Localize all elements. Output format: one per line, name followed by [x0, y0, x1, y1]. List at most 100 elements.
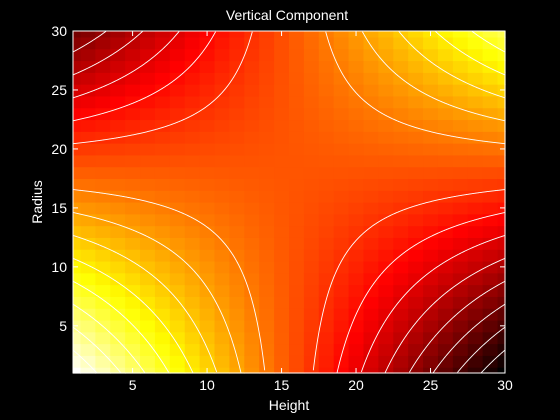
heatmap-cell: [274, 319, 290, 333]
heatmap-cell: [348, 154, 365, 168]
heatmap-cell: [289, 272, 305, 286]
heatmap-cell: [274, 190, 290, 203]
heatmap-cell: [333, 355, 350, 368]
heatmap-cell: [274, 249, 290, 262]
heatmap-cell: [73, 355, 82, 368]
heatmap-cell: [348, 48, 365, 62]
heatmap-cell: [154, 60, 171, 73]
heatmap-cell: [199, 72, 216, 85]
heatmap-cell: [154, 225, 171, 238]
heatmap-cell: [318, 296, 335, 309]
heatmap-cell: [110, 237, 126, 250]
heatmap-cell: [140, 60, 156, 73]
heatmap-cell: [140, 296, 156, 309]
heatmap-cell: [437, 119, 454, 132]
heatmap-cell: [184, 154, 201, 168]
heatmap-cell: [140, 331, 156, 345]
heatmap-cell: [423, 308, 439, 321]
heatmap-cell: [482, 107, 499, 121]
heatmap-cell: [244, 319, 260, 333]
heatmap-cell: [95, 308, 111, 321]
heatmap-cell: [95, 202, 111, 215]
heatmap-cell: [229, 355, 245, 368]
heatmap-cell: [408, 319, 424, 333]
heatmap-cell: [140, 237, 156, 250]
heatmap-cell: [244, 31, 260, 38]
heatmap-cell: [244, 343, 260, 356]
heatmap-cell: [229, 154, 245, 168]
heatmap-cell: [125, 260, 141, 274]
heatmap-cell: [467, 95, 484, 109]
heatmap-cell: [393, 319, 409, 333]
heatmap-cell: [110, 272, 126, 286]
heatmap-cell: [125, 225, 141, 238]
heatmap-cell: [408, 143, 424, 156]
heatmap-cell: [333, 107, 350, 121]
heatmap-cell: [229, 107, 245, 121]
heatmap-cell: [80, 95, 96, 109]
heatmap-cell: [378, 249, 394, 262]
heatmap-cell: [482, 119, 499, 132]
heatmap-cell: [437, 331, 454, 345]
heatmap-cell: [333, 284, 350, 297]
heatmap-cell: [169, 331, 186, 345]
y-tick-label: 5: [59, 318, 67, 334]
heatmap-cell: [303, 367, 320, 374]
heatmap-cell: [363, 331, 379, 345]
heatmap-cell: [154, 237, 171, 250]
heatmap-cell: [289, 319, 305, 333]
heatmap-cell: [199, 237, 216, 250]
heatmap-cell: [95, 260, 111, 274]
heatmap-cell: [169, 225, 186, 238]
heatmap-cell: [333, 131, 350, 144]
heatmap-cell: [259, 225, 275, 238]
heatmap-cell: [95, 284, 111, 297]
heatmap-cell: [333, 84, 350, 97]
heatmap-cell: [154, 367, 171, 374]
heatmap-cell: [393, 308, 409, 321]
heatmap-cell: [408, 272, 424, 286]
heatmap-cell: [274, 36, 290, 50]
heatmap-cell: [423, 95, 439, 109]
heatmap-cell: [140, 119, 156, 132]
contour-line: [362, 31, 506, 122]
heatmap-cell: [408, 131, 424, 144]
heatmap-cell: [363, 119, 379, 132]
heatmap-cell: [274, 296, 290, 309]
heatmap-cell: [140, 143, 156, 156]
heatmap-cell: [95, 190, 111, 203]
heatmap-cell: [244, 249, 260, 262]
heatmap-cell: [184, 190, 201, 203]
heatmap-cell: [125, 131, 141, 144]
heatmap-cell: [393, 260, 409, 274]
heatmap-cell: [244, 72, 260, 85]
heatmap-cell: [259, 107, 275, 121]
heatmap-cell: [437, 190, 454, 203]
heatmap-cell: [423, 284, 439, 297]
heatmap-cell: [125, 143, 141, 156]
heatmap-cell: [378, 284, 394, 297]
heatmap-cell: [244, 36, 260, 50]
heatmap-cell: [110, 284, 126, 297]
heatmap-cell: [184, 225, 201, 238]
heatmap-cell: [318, 84, 335, 97]
heatmap-cell: [437, 107, 454, 121]
heatmap-cell: [140, 154, 156, 168]
heatmap-cell: [408, 107, 424, 121]
heatmap-cell: [95, 331, 111, 345]
heatmap-cell: [169, 48, 186, 62]
heatmap-cell: [229, 95, 245, 109]
heatmap-cell: [73, 31, 82, 38]
heatmap-cell: [274, 72, 290, 85]
heatmap-cell: [125, 272, 141, 286]
heatmap-cell: [437, 36, 454, 50]
heatmap-cell: [363, 84, 379, 97]
heatmap-cell: [95, 119, 111, 132]
heatmap-cell: [214, 331, 231, 345]
heatmap-cell: [140, 355, 156, 368]
heatmap-cell: [169, 31, 186, 38]
heatmap-cell: [303, 95, 320, 109]
heatmap-cell: [229, 296, 245, 309]
heatmap-cell: [452, 272, 469, 286]
heatmap-cell: [199, 154, 216, 168]
